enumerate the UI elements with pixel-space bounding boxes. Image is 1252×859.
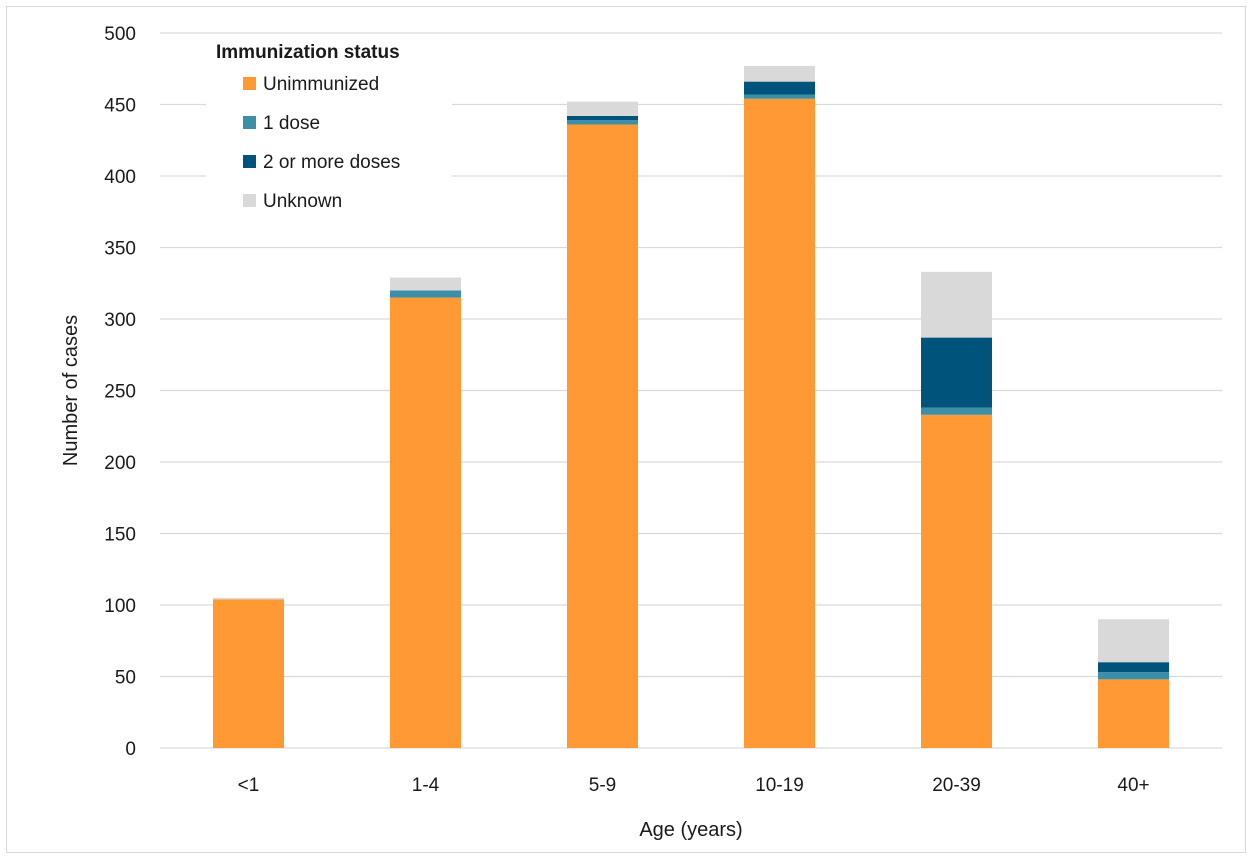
bar-segment-unimmunized [1098,679,1169,748]
y-tick-label: 500 [104,24,136,45]
y-tick-label: 50 [115,668,136,689]
y-tick-label: 100 [104,596,136,617]
bar-segment-1-dose [390,290,461,298]
bar-segment-unknown [567,101,638,116]
y-tick-label: 300 [104,310,136,331]
x-axis-title: Age (years) [639,819,742,841]
legend-label: 1 dose [263,113,320,134]
y-tick-label: 400 [104,167,136,188]
bar-segment-unknown [390,277,461,291]
y-tick-label: 450 [104,96,136,117]
x-tick-label: 10-19 [755,775,804,796]
bar-segment-unknown [1098,619,1169,663]
bar-segment-2-or-more-doses [567,115,638,121]
bar-segment-unimmunized [213,599,284,748]
legend-swatch [243,194,256,207]
bar-segment-1-dose [921,407,992,415]
bar-segment-1-dose [567,120,638,125]
y-axis-title: Number of cases [60,315,82,466]
legend-label: 2 or more doses [263,152,400,173]
legend-swatch [243,116,256,129]
x-tick-label: <1 [238,775,260,796]
legend-swatch [243,77,256,90]
legend-label: Unknown [263,191,342,212]
bar-segment-unimmunized [390,297,461,748]
bar-segment-unimmunized [921,414,992,748]
bar-segment-1-dose [744,94,815,99]
y-tick-label: 150 [104,525,136,546]
bar-segment-unknown [213,597,284,600]
x-tick-label: 40+ [1117,775,1149,796]
bar-segment-2-or-more-doses [744,81,815,95]
y-tick-label: 0 [125,739,136,760]
x-tick-label: 5-9 [589,775,616,796]
bar-segment-2-or-more-doses [1098,662,1169,673]
bar-segment-unknown [744,65,815,82]
bar-segment-2-or-more-doses [921,337,992,408]
legend-swatch [243,155,256,168]
y-tick-label: 350 [104,239,136,260]
bar-segment-unimmunized [744,98,815,748]
x-tick-label: 20-39 [932,775,981,796]
legend-title: Immunization status [216,42,400,63]
x-tick-label: 1-4 [412,775,440,796]
legend-label: Unimmunized [263,74,379,95]
bar-segment-unimmunized [567,124,638,748]
y-tick-label: 200 [104,453,136,474]
bar-segment-unknown [921,271,992,338]
y-tick-label: 250 [104,382,136,403]
bar-segment-1-dose [1098,672,1169,680]
